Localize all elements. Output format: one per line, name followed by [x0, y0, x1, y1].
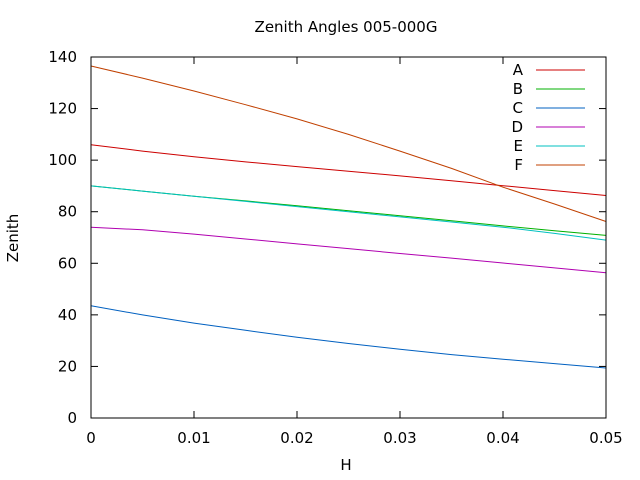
y-axis-label: Zenith	[4, 214, 22, 263]
y-tick-label: 80	[58, 203, 77, 221]
y-tick-label: 60	[58, 254, 77, 272]
x-tick-label: 0.02	[280, 429, 313, 447]
series-line-e	[90, 185, 607, 241]
series-line-f	[90, 65, 607, 222]
y-tick-label: 100	[48, 151, 77, 169]
x-tick-label: 0.01	[177, 429, 210, 447]
legend-label-b: B	[513, 80, 523, 98]
legend-label-d: D	[511, 118, 523, 136]
legend-label-c: C	[513, 99, 523, 117]
x-tick-label: 0.04	[486, 429, 519, 447]
y-tick-label: 40	[58, 306, 77, 324]
y-tick-label: 20	[58, 357, 77, 375]
x-tick-label: 0.03	[383, 429, 416, 447]
series-line-c	[90, 305, 607, 369]
series-lines	[90, 65, 607, 369]
series-line-d	[90, 226, 607, 274]
y-tick-label: 120	[48, 100, 77, 118]
legend-label-f: F	[514, 156, 523, 174]
x-tick-label: 0	[86, 429, 96, 447]
x-axis-label: H	[340, 456, 351, 474]
plot-frame	[90, 56, 607, 419]
y-tick-label: 0	[67, 409, 77, 427]
y-axis-ticks: 0 20 40 60 80 100 120 140	[48, 48, 606, 427]
legend-label-e: E	[514, 137, 523, 155]
series-line-a	[90, 144, 607, 196]
y-tick-label: 140	[48, 48, 77, 66]
x-axis-ticks: 0 0.01 0.02 0.03 0.04 0.05	[86, 57, 623, 447]
legend-label-a: A	[513, 61, 524, 79]
chart-title: Zenith Angles 005-000G	[255, 18, 438, 36]
x-tick-label: 0.05	[589, 429, 622, 447]
